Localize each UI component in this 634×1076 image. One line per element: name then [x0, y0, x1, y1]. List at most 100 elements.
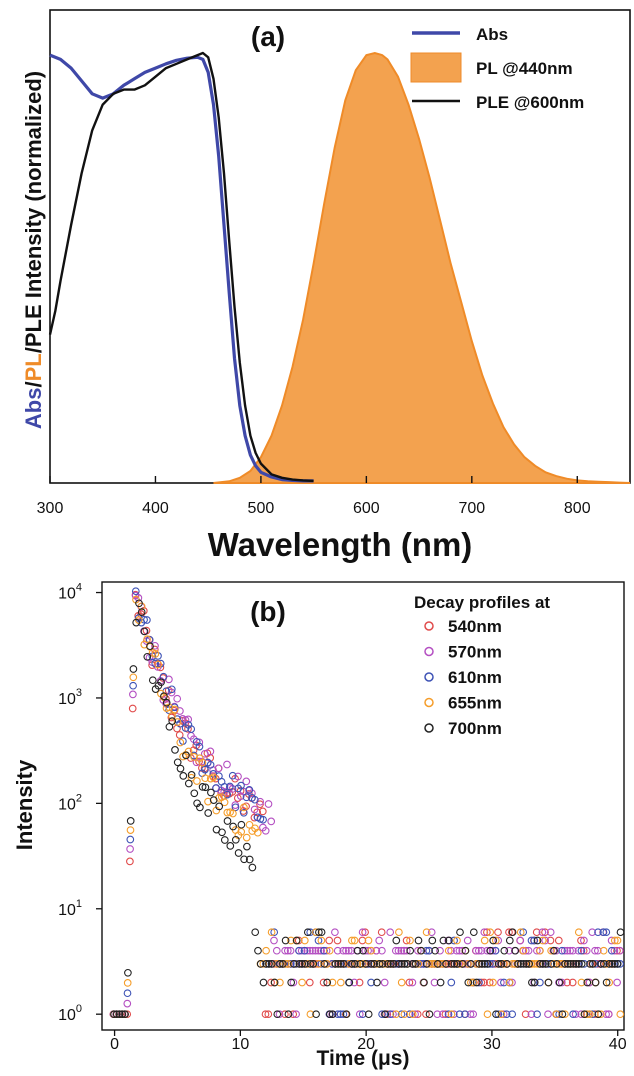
- decay-point: [428, 960, 436, 968]
- decay-point: [616, 946, 624, 955]
- decay-point: [521, 946, 530, 955]
- decay-point: [464, 978, 473, 987]
- decay-point: [126, 817, 135, 825]
- x-tick-label: 10: [231, 1036, 249, 1053]
- decay-point: [566, 960, 575, 968]
- decay-point: [483, 960, 492, 968]
- panel-b-x-ticks: 0 10 20 30 40: [110, 1030, 627, 1053]
- decay-point: [417, 960, 425, 968]
- decay-point: [464, 960, 472, 968]
- decay-point: [447, 960, 456, 968]
- decay-point: [220, 836, 229, 844]
- decay-point: [563, 946, 572, 955]
- decay-point: [397, 978, 406, 987]
- decay-point: [254, 946, 262, 955]
- decay-point: [193, 777, 201, 785]
- decay-point: [378, 946, 386, 955]
- y-tick-label: 104: [58, 582, 82, 603]
- decay-point: [564, 960, 572, 968]
- decay-point: [389, 1010, 397, 1019]
- decay-point: [477, 978, 486, 987]
- decay-point: [315, 928, 323, 937]
- decay-point: [419, 960, 428, 968]
- decay-point: [536, 960, 545, 968]
- decay-point: [377, 928, 386, 937]
- decay-point: [539, 960, 547, 968]
- decay-point: [613, 960, 622, 968]
- decay-point: [370, 960, 379, 968]
- legend-pl-swatch: [410, 52, 462, 83]
- decay-point: [306, 960, 315, 968]
- x-tick-label: 700: [458, 500, 485, 517]
- decay-point: [395, 928, 403, 937]
- decay-point: [516, 936, 525, 945]
- decay-point: [447, 978, 456, 987]
- decay-point: [198, 783, 207, 791]
- decay-point: [411, 960, 420, 968]
- decay-point: [433, 960, 442, 968]
- decay-point: [558, 946, 566, 955]
- decay-point: [248, 863, 257, 872]
- decay-point: [240, 803, 248, 812]
- decay-point: [308, 946, 317, 955]
- series-abs-line: [49, 53, 314, 483]
- decay-point: [608, 960, 617, 968]
- decay-point: [405, 1010, 414, 1019]
- y-tick-label: 102: [58, 792, 82, 813]
- decay-point: [229, 809, 237, 818]
- decay-point: [328, 1010, 337, 1019]
- decay-point: [574, 928, 583, 937]
- decay-point: [456, 928, 464, 937]
- y-title-sep1: /: [21, 381, 46, 387]
- decay-point: [151, 650, 160, 658]
- decay-point: [228, 771, 237, 780]
- decay-point: [326, 1010, 334, 1019]
- decay-point: [579, 946, 588, 955]
- decay-point: [422, 946, 431, 955]
- decay-point: [503, 960, 511, 968]
- decay-point: [478, 960, 486, 968]
- decay-point: [367, 960, 376, 968]
- decay-point: [527, 936, 536, 945]
- decay-point: [436, 946, 444, 955]
- decay-point: [267, 928, 276, 937]
- decay-point: [270, 928, 279, 937]
- decay-point: [408, 1010, 417, 1019]
- decay-point: [380, 978, 389, 987]
- decay-point: [320, 960, 329, 968]
- decay-point: [190, 753, 198, 761]
- decay-point: [265, 960, 273, 968]
- decay-point: [110, 1010, 118, 1019]
- decay-point: [128, 704, 137, 713]
- decay-point: [483, 946, 491, 955]
- decay-point: [311, 946, 320, 955]
- panel-a-label: (a): [251, 21, 285, 52]
- decay-point: [361, 946, 370, 955]
- decay-point: [500, 960, 508, 968]
- decay-point: [240, 855, 248, 864]
- panel-a-legend: Abs PL @440nm PLE @600nm: [410, 25, 584, 112]
- decay-point: [524, 946, 533, 955]
- x-tick-label: 20: [357, 1036, 375, 1053]
- decay-point: [306, 928, 315, 937]
- decay-point: [292, 936, 301, 945]
- decay-point: [569, 1010, 577, 1019]
- decay-point: [378, 1010, 386, 1019]
- decay-point: [223, 808, 232, 817]
- decay-point: [267, 817, 276, 826]
- decay-point: [586, 960, 594, 968]
- decay-point: [593, 946, 602, 955]
- decay-point: [170, 705, 179, 714]
- decay-point: [184, 715, 193, 724]
- y-title-sep2: /: [21, 347, 46, 353]
- decay-point: [267, 978, 275, 987]
- decay-point: [204, 809, 213, 817]
- decay-point: [485, 978, 494, 987]
- decay-point: [350, 960, 359, 968]
- decay-point: [439, 960, 448, 968]
- decay-point: [272, 946, 281, 955]
- decay-point: [475, 960, 484, 968]
- decay-point: [400, 1010, 409, 1019]
- decay-point: [367, 978, 375, 987]
- decay-point: [616, 1010, 625, 1019]
